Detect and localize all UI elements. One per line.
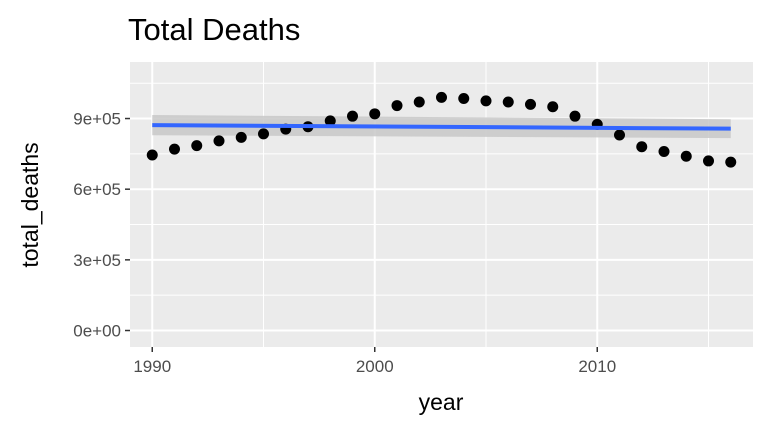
data-point [680, 150, 692, 162]
y-tick-label: 3e+05 [73, 251, 121, 270]
x-tick-label: 2010 [578, 357, 616, 376]
data-point [146, 149, 158, 161]
data-point [480, 95, 492, 107]
data-point [525, 98, 536, 110]
data-point [258, 128, 269, 140]
data-point [324, 115, 336, 127]
x-tick-label: 2000 [356, 357, 394, 376]
y-tick-label: 9e+05 [73, 110, 121, 129]
data-point [413, 96, 425, 108]
y-axis-title: total_deaths [17, 142, 43, 267]
data-point [235, 131, 247, 143]
x-axis-title: year [419, 389, 464, 415]
data-point [636, 141, 648, 153]
data-point [391, 100, 403, 112]
data-point [169, 143, 180, 155]
data-point [191, 140, 203, 152]
data-point [658, 146, 670, 158]
plot-panel [130, 62, 753, 347]
y-axis: 0e+00 3e+05 6e+05 9e+05 [73, 110, 130, 341]
data-point [502, 96, 514, 108]
data-point [569, 110, 581, 122]
trend-line [152, 123, 731, 131]
data-point [458, 93, 470, 105]
y-tick-label: 6e+05 [73, 180, 121, 199]
chart-title: Total Deaths [128, 12, 300, 47]
data-point [725, 156, 737, 168]
x-tick-label: 1990 [133, 357, 171, 376]
y-tick-label: 0e+00 [73, 322, 121, 341]
data-point [703, 155, 714, 167]
grid-minor [130, 62, 753, 347]
data-point [347, 110, 358, 122]
trend-layer [152, 123, 731, 131]
data-point [369, 108, 381, 120]
data-point [436, 91, 447, 103]
data-point [547, 101, 559, 113]
x-axis: 1990 2000 2010 [133, 347, 616, 376]
data-point [213, 135, 225, 147]
data-point [614, 129, 625, 141]
